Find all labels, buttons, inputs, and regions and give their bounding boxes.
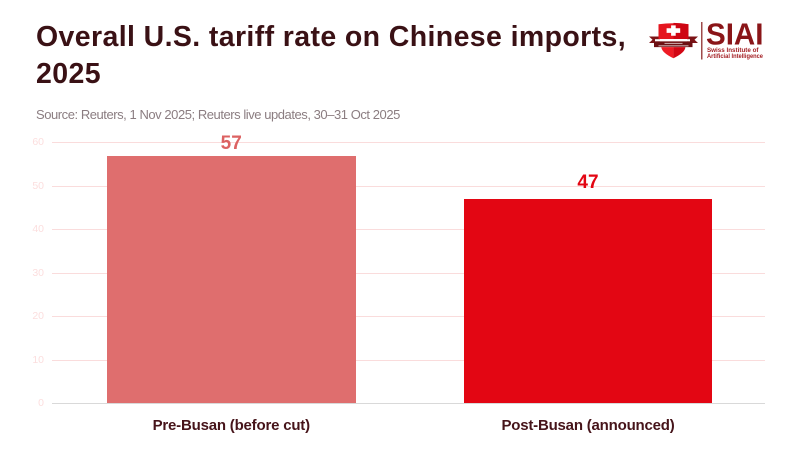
svg-text:Artificial Intelligence: Artificial Intelligence — [707, 53, 763, 60]
svg-text:SIAI: SIAI — [706, 18, 764, 52]
svg-text:Swiss Institute of: Swiss Institute of — [707, 47, 759, 54]
